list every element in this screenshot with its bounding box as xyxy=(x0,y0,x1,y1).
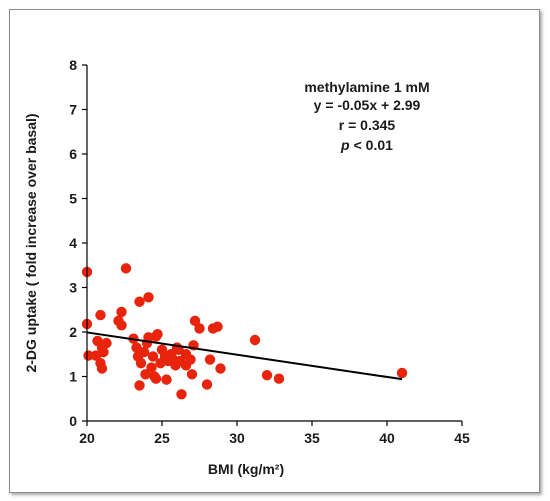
annotation-line-2: y = -0.05x + 2.99 xyxy=(314,97,421,113)
annotation-p-value: < 0.01 xyxy=(354,137,394,153)
data-point xyxy=(161,374,172,385)
y-tick-label: 5 xyxy=(69,191,77,207)
data-point xyxy=(95,309,106,321)
y-tick-label: 4 xyxy=(69,235,77,251)
y-tick-label: 1 xyxy=(69,369,77,385)
data-point xyxy=(116,320,127,331)
x-tick-label: 25 xyxy=(154,430,170,446)
x-axis-label: BMI (kg/m²) xyxy=(208,461,284,477)
data-point xyxy=(249,334,261,346)
annotation-line-4: p < 0.01 xyxy=(340,137,393,153)
data-point xyxy=(152,329,163,340)
data-point xyxy=(189,315,201,327)
chart-frame xyxy=(9,9,540,493)
data-point xyxy=(96,342,108,353)
data-point xyxy=(134,380,145,391)
data-point xyxy=(146,362,157,373)
x-tick-label: 30 xyxy=(229,430,245,446)
data-point xyxy=(185,354,196,365)
y-tick-label: 2 xyxy=(69,324,77,340)
x-tick-label: 45 xyxy=(454,430,470,446)
data-point xyxy=(201,379,213,390)
data-point xyxy=(143,292,154,303)
annotation-block: methylamine 1 mM y = -0.05x + 2.99 r = 0… xyxy=(304,79,429,153)
data-point xyxy=(194,323,205,334)
data-point xyxy=(212,321,223,332)
data-point xyxy=(176,389,187,400)
data-point xyxy=(116,306,127,318)
data-point xyxy=(186,369,198,380)
data-point xyxy=(96,363,108,374)
annotation-line-1: methylamine 1 mM xyxy=(304,79,429,95)
data-point xyxy=(120,263,132,274)
y-axis-label: 2-DG uptake ( fold increase over basal) xyxy=(23,113,39,372)
points-layer xyxy=(81,263,408,400)
data-point xyxy=(140,369,151,380)
trendline xyxy=(86,331,403,381)
data-point xyxy=(134,296,145,307)
data-point xyxy=(261,369,273,381)
data-point xyxy=(83,350,94,361)
data-point xyxy=(215,363,226,374)
data-point xyxy=(396,367,408,379)
y-tick-label: 3 xyxy=(69,280,77,296)
data-point xyxy=(147,351,159,362)
y-tick-label: 6 xyxy=(69,146,77,162)
x-tick-label: 20 xyxy=(79,430,95,446)
data-point xyxy=(204,354,216,365)
data-point xyxy=(131,342,142,353)
data-point xyxy=(150,373,162,384)
y-tick-label: 0 xyxy=(69,413,77,429)
x-tick-label: 35 xyxy=(304,430,320,446)
y-tick-label: 8 xyxy=(69,57,77,73)
x-tick-label: 40 xyxy=(379,430,395,446)
data-point xyxy=(273,373,285,384)
annotation-p-symbol: p xyxy=(340,137,350,153)
data-point xyxy=(138,346,150,358)
annotation-line-3: r = 0.345 xyxy=(339,117,396,133)
y-tick-label: 7 xyxy=(69,102,77,118)
data-point xyxy=(135,357,147,369)
